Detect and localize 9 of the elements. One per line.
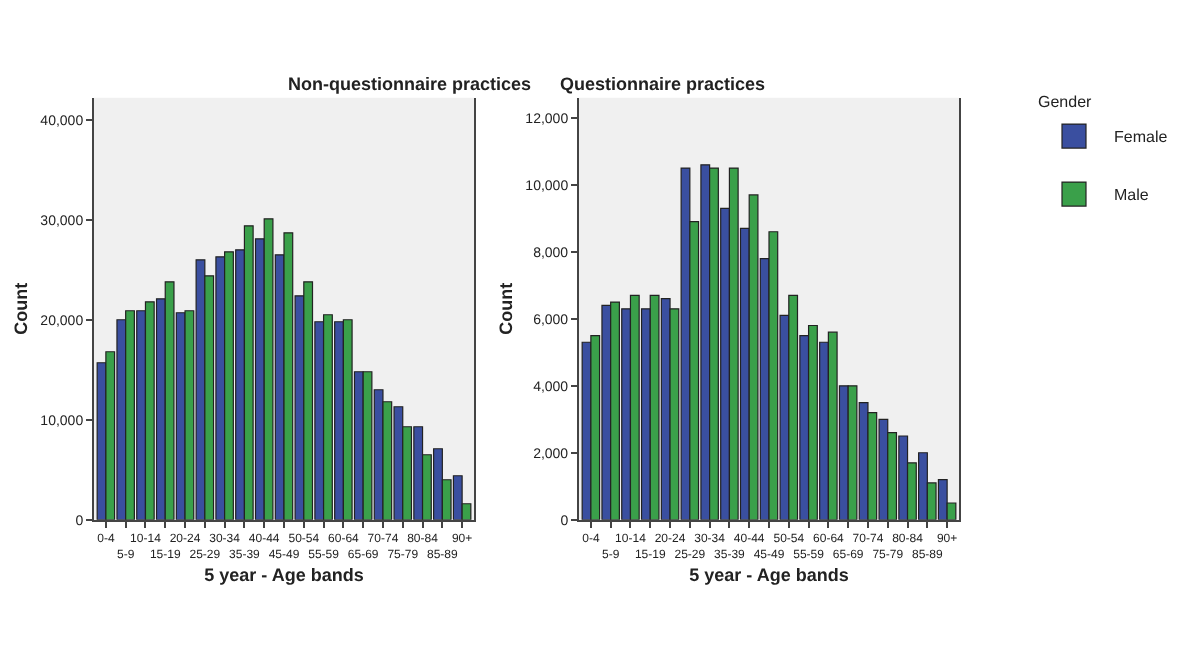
chart-title: Non-questionnaire practices <box>288 74 532 94</box>
legend-label: Female <box>1114 128 1169 147</box>
legend-title: Gender <box>1038 93 1093 112</box>
x-axis-title: 5 year - Age bands <box>204 565 364 586</box>
legend-label: Male <box>1114 186 1150 205</box>
x-axis-title: 5 year - Age bands <box>689 565 849 586</box>
y-axis-title: Count <box>496 282 517 335</box>
chart-title: Questionnaire practices <box>560 74 766 94</box>
y-axis-title: Count <box>11 282 32 335</box>
